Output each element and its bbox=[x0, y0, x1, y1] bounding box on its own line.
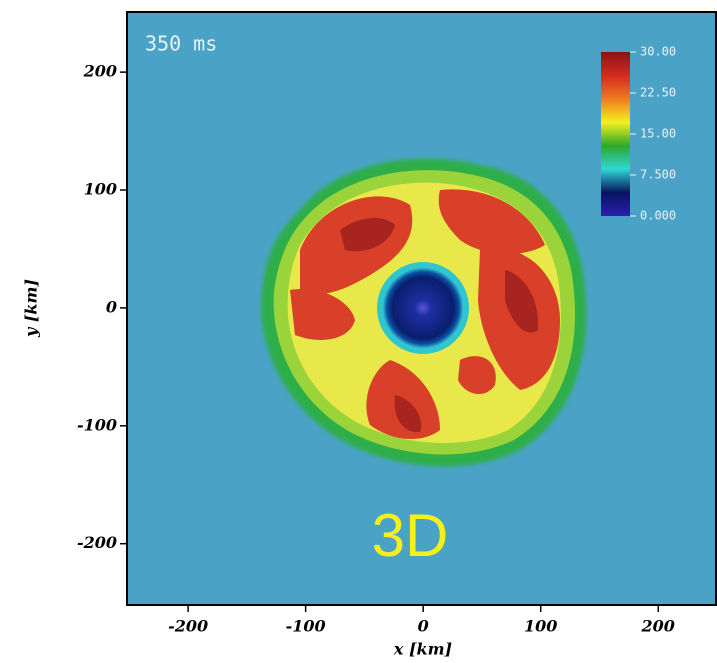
colorbar-tick-label: 7.500 bbox=[640, 168, 676, 182]
y-tick-label: -100 bbox=[77, 415, 117, 434]
y-tick-label: -200 bbox=[77, 533, 117, 552]
x-tick-label: 200 bbox=[641, 617, 675, 636]
colorbar-tick-label: 0.000 bbox=[640, 209, 676, 223]
annotation: 3D bbox=[372, 502, 449, 569]
colorbar-tick-label: 30.00 bbox=[640, 45, 676, 59]
y-tick-label: 200 bbox=[83, 62, 117, 81]
colorbar bbox=[601, 52, 630, 216]
x-tick-label: 100 bbox=[524, 617, 557, 636]
y-axis-label: y [km] bbox=[22, 279, 41, 338]
y-tick-label: 0 bbox=[106, 297, 117, 316]
x-tick-label: 0 bbox=[418, 617, 429, 636]
x-axis-label: x [km] bbox=[393, 640, 452, 659]
y-tick-label: 100 bbox=[84, 180, 117, 199]
colorbar-tick-label: 22.50 bbox=[640, 86, 676, 100]
x-tick-label: -100 bbox=[286, 617, 326, 636]
x-tick-label: -200 bbox=[168, 617, 208, 636]
time-label: 350 ms bbox=[145, 32, 217, 56]
colorbar-tick-label: 15.00 bbox=[640, 127, 676, 141]
chart: 350 ms 3D x [km] y [km] -200 -100 0 100 200 -… bbox=[0, 0, 717, 663]
